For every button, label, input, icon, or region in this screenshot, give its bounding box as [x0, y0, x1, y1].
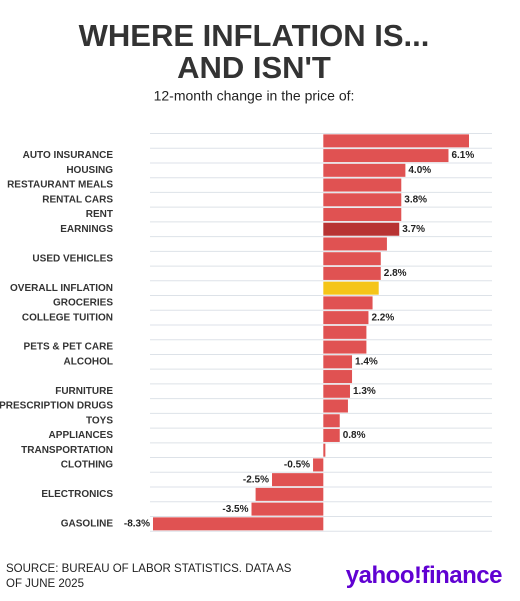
logo: yahoo!finance — [345, 562, 503, 589]
category-label: RENTAL CARS — [42, 194, 113, 205]
bar — [323, 355, 353, 369]
value-label: -8.3% — [124, 518, 150, 529]
value-label: 6.1% — [451, 150, 474, 161]
value-label: 2.8% — [384, 268, 407, 279]
category-label: PRESCRIPTION DRUGS — [0, 401, 113, 412]
category-label: RESTAURANT MEALS — [7, 180, 113, 191]
category-label: ELECTRONICS — [41, 489, 113, 500]
bar — [323, 443, 326, 457]
category-label: USED VEHICLES — [32, 253, 113, 264]
value-label: -0.5% — [284, 460, 310, 471]
category-label: CLOTHING — [61, 460, 113, 471]
value-label: -3.5% — [222, 504, 248, 515]
category-label: AUTO INSURANCE — [23, 150, 114, 161]
bar — [323, 208, 402, 222]
category-label: APPLIANCES — [49, 430, 114, 441]
bar — [153, 517, 324, 531]
value-label: 0.8% — [343, 430, 366, 441]
value-label: 1.3% — [353, 386, 376, 397]
bar — [323, 399, 348, 413]
category-label: RENT — [86, 209, 113, 220]
category-label: GROCERIES — [53, 298, 113, 309]
value-label: 1.4% — [355, 356, 378, 367]
bar — [323, 340, 367, 354]
value-label: 3.8% — [404, 194, 427, 205]
bar — [323, 370, 353, 384]
category-label: TRANSPORTATION — [21, 445, 113, 456]
bar — [323, 193, 402, 207]
chart-title: WHERE INFLATION IS... — [79, 18, 430, 53]
bar — [323, 266, 381, 280]
value-label: 4.0% — [408, 165, 431, 176]
bar — [323, 384, 350, 398]
bar — [323, 296, 373, 310]
category-label: ALCOHOL — [64, 356, 113, 367]
bar — [323, 149, 449, 163]
bar — [323, 414, 340, 428]
value-label: 2.2% — [371, 312, 394, 323]
category-label: OVERALL INFLATION — [10, 283, 113, 294]
bar — [255, 487, 324, 501]
bar — [323, 178, 402, 192]
bar — [272, 473, 324, 487]
chart: WHERE INFLATION IS... AND ISN'T 12-month… — [0, 18, 492, 532]
category-label: FURNITURE — [55, 386, 113, 397]
bar — [323, 222, 400, 236]
bar — [313, 458, 324, 472]
value-label: 3.7% — [402, 224, 425, 235]
bar — [251, 502, 324, 516]
chart-subtitle: 12-month change in the price of: — [154, 88, 355, 104]
chart-title: AND ISN'T — [177, 50, 331, 85]
category-label: PETS & PET CARE — [24, 342, 114, 353]
bar — [323, 428, 340, 442]
category-label: HOUSING — [66, 165, 113, 176]
bar — [323, 134, 469, 148]
bar — [323, 311, 369, 325]
category-label: GASOLINE — [61, 518, 114, 529]
category-label: TOYS — [86, 415, 113, 426]
category-label: EARNINGS — [60, 224, 113, 235]
bar — [323, 281, 379, 295]
value-label: -2.5% — [243, 474, 269, 485]
category-label: COLLEGE TUITION — [22, 312, 113, 323]
bar — [323, 325, 367, 339]
bar — [323, 252, 381, 266]
bar — [323, 163, 406, 177]
bar — [323, 237, 387, 251]
source-note: SOURCE: BUREAU OF LABOR STATISTICS. DATA… — [6, 563, 292, 590]
